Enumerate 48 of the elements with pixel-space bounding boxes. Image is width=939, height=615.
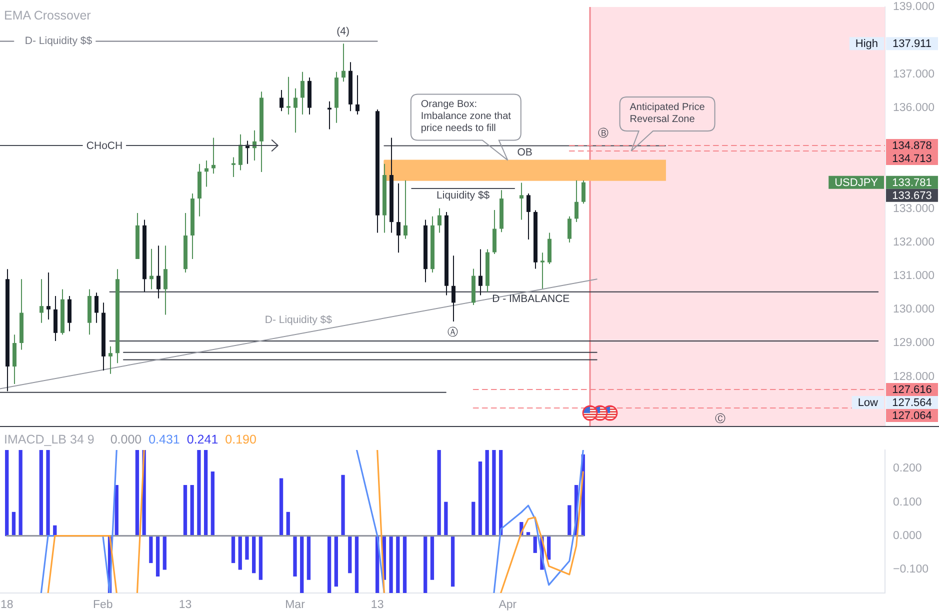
annotation: CHoCH [86,140,123,152]
y-tick-label: 137.000 [893,68,935,80]
annotation: Anticipated Price Reversal Zone [630,102,705,126]
data-label: 127.064 [892,410,932,422]
annotation: Orange Box: Imbalance zone that price needs to fill [420,99,511,136]
annotation: Ⓒ [714,412,726,425]
y-tick-label: −0.100 [893,564,928,576]
annotation: High [855,38,878,50]
chart-title: EMA Crossover [4,8,91,22]
data-label: 134.878 [892,140,932,152]
annotation: Ⓐ [447,325,458,338]
text: 133.673 [892,190,932,202]
series-label: D - IMBALANCE [492,292,570,305]
y-tick-label: 128.000 [893,370,935,383]
y-tick-label: 0.000 [893,530,922,542]
text: 0.190 [225,432,256,446]
y-tick-label: 0.200 [893,462,922,475]
y-tick-label: 130.000 [893,304,935,316]
annotation: Low [858,397,878,410]
data-label: 127.616 [892,384,932,396]
series-label: 0.241 [186,432,218,446]
series-label: Liquidity $$ [436,189,490,202]
x-tick-label: 13 [370,599,384,612]
text: 133.781 [892,176,932,189]
series-label: D- Liquidity $$ [264,314,332,326]
annotation: Ⓑ [598,126,610,140]
legend-label: USDJPY [834,176,879,189]
y-tick-label: 133.000 [893,202,935,215]
x-tick-label: Mar [285,599,306,612]
series-label: OB [517,146,532,159]
y-tick-label: 139.000 [893,1,935,14]
data-label: 134.713 [892,153,932,166]
x-tick-label: Feb [92,599,113,612]
text: 137.911 [892,38,932,50]
y-tick-label: 132.000 [893,236,935,248]
x-tick-label: 18 [0,599,14,612]
annotation: (4) [336,25,350,38]
text: 0.000 [110,432,142,446]
legend-title: IMACD_LB 34 9 [4,432,94,446]
y-tick-label: 136.000 [893,102,935,114]
x-tick-label: Apr [498,599,517,612]
y-tick-label: 0.100 [893,496,922,508]
y-tick-label: 129.000 [893,337,935,350]
y-tick-label: 131.000 [893,270,935,282]
series-label: D- Liquidity $$ [24,35,92,48]
x-tick-label: 13 [178,599,192,612]
text: 0.431 [148,432,180,446]
text: 127.564 [892,397,932,410]
